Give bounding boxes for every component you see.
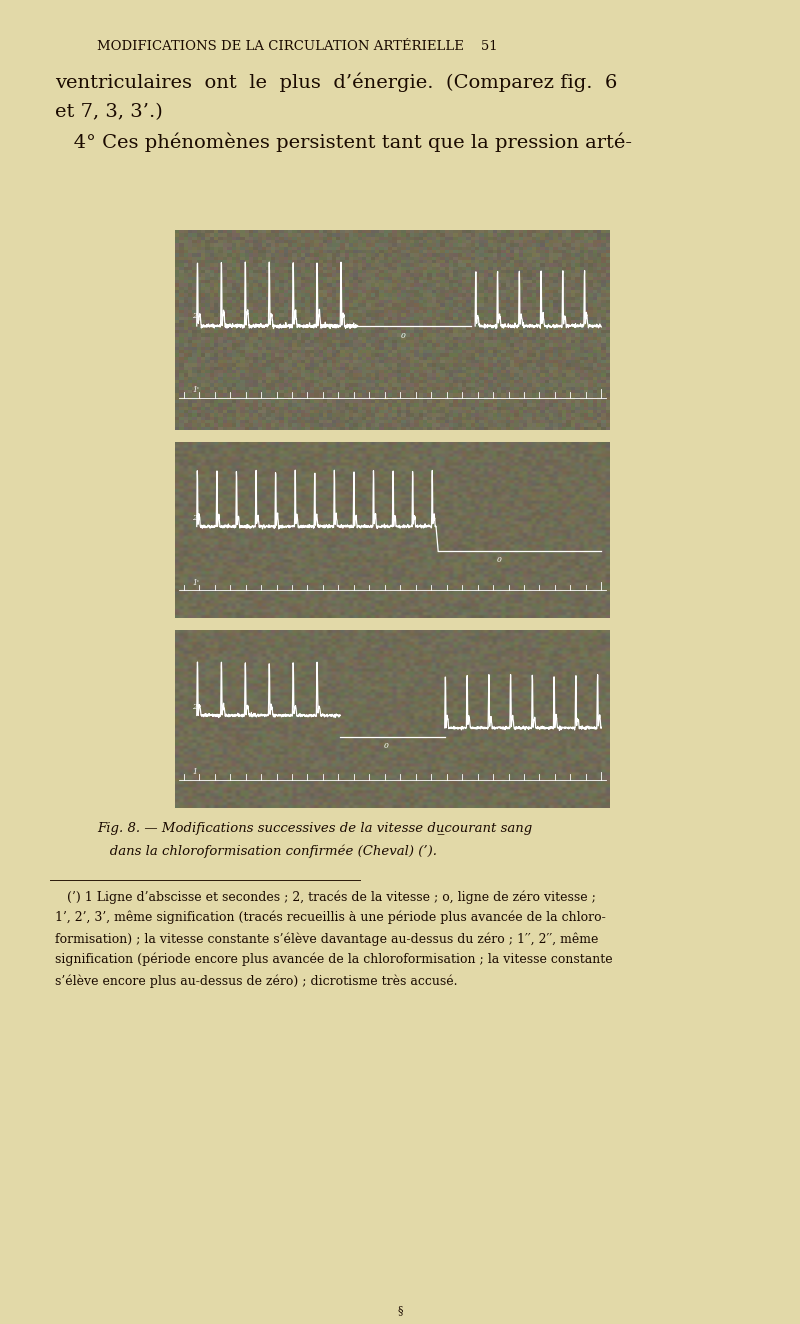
Text: signification (période encore plus avancée de la chloroformisation ; la vitesse : signification (période encore plus avanc… — [55, 953, 613, 967]
Text: 2': 2' — [193, 514, 199, 522]
Text: 0: 0 — [402, 332, 406, 340]
Text: 0: 0 — [384, 741, 389, 749]
Text: 1’, 2’, 3’, même signification (tracés recueillis à une période plus avancée de : 1’, 2’, 3’, même signification (tracés r… — [55, 911, 606, 924]
Text: §: § — [398, 1305, 402, 1315]
Text: s’élève encore plus au-dessus de zéro) ; dicrotisme très accusé.: s’élève encore plus au-dessus de zéro) ;… — [55, 974, 458, 988]
Text: (’) 1 Ligne d’abscisse et secondes ; 2, tracés de la vitesse ; o, ligne de zéro : (’) 1 Ligne d’abscisse et secondes ; 2, … — [55, 890, 596, 903]
Text: 2: 2 — [193, 703, 198, 711]
Text: 4° Ces phénomènes persistent tant que la pression arté-: 4° Ces phénomènes persistent tant que la… — [55, 132, 632, 152]
Text: 1': 1' — [193, 387, 199, 395]
Text: 1: 1 — [193, 768, 198, 776]
Text: 0: 0 — [497, 556, 502, 564]
Text: 2': 2' — [193, 312, 199, 320]
Text: 1': 1' — [193, 579, 199, 587]
Text: et 7, 3, 3’.): et 7, 3, 3’.) — [55, 103, 162, 120]
Text: ventriculaires  ont  le  plus  d’énergie.  (Comparez fig.  6: ventriculaires ont le plus d’énergie. (C… — [55, 71, 618, 91]
Text: dans la chloroformisation confirmée (Cheval) (’).: dans la chloroformisation confirmée (Che… — [97, 843, 437, 858]
Text: MODIFICATIONS DE LA CIRCULATION ARTÉRIELLE    51: MODIFICATIONS DE LA CIRCULATION ARTÉRIEL… — [97, 40, 498, 53]
Text: formisation) ; la vitesse constante s’élève davantage au-dessus du zéro ; 1′′, 2: formisation) ; la vitesse constante s’él… — [55, 932, 598, 945]
Text: Fig. 8. — Modifications successives de la vitesse du̲courant sang: Fig. 8. — Modifications successives de l… — [97, 822, 532, 835]
